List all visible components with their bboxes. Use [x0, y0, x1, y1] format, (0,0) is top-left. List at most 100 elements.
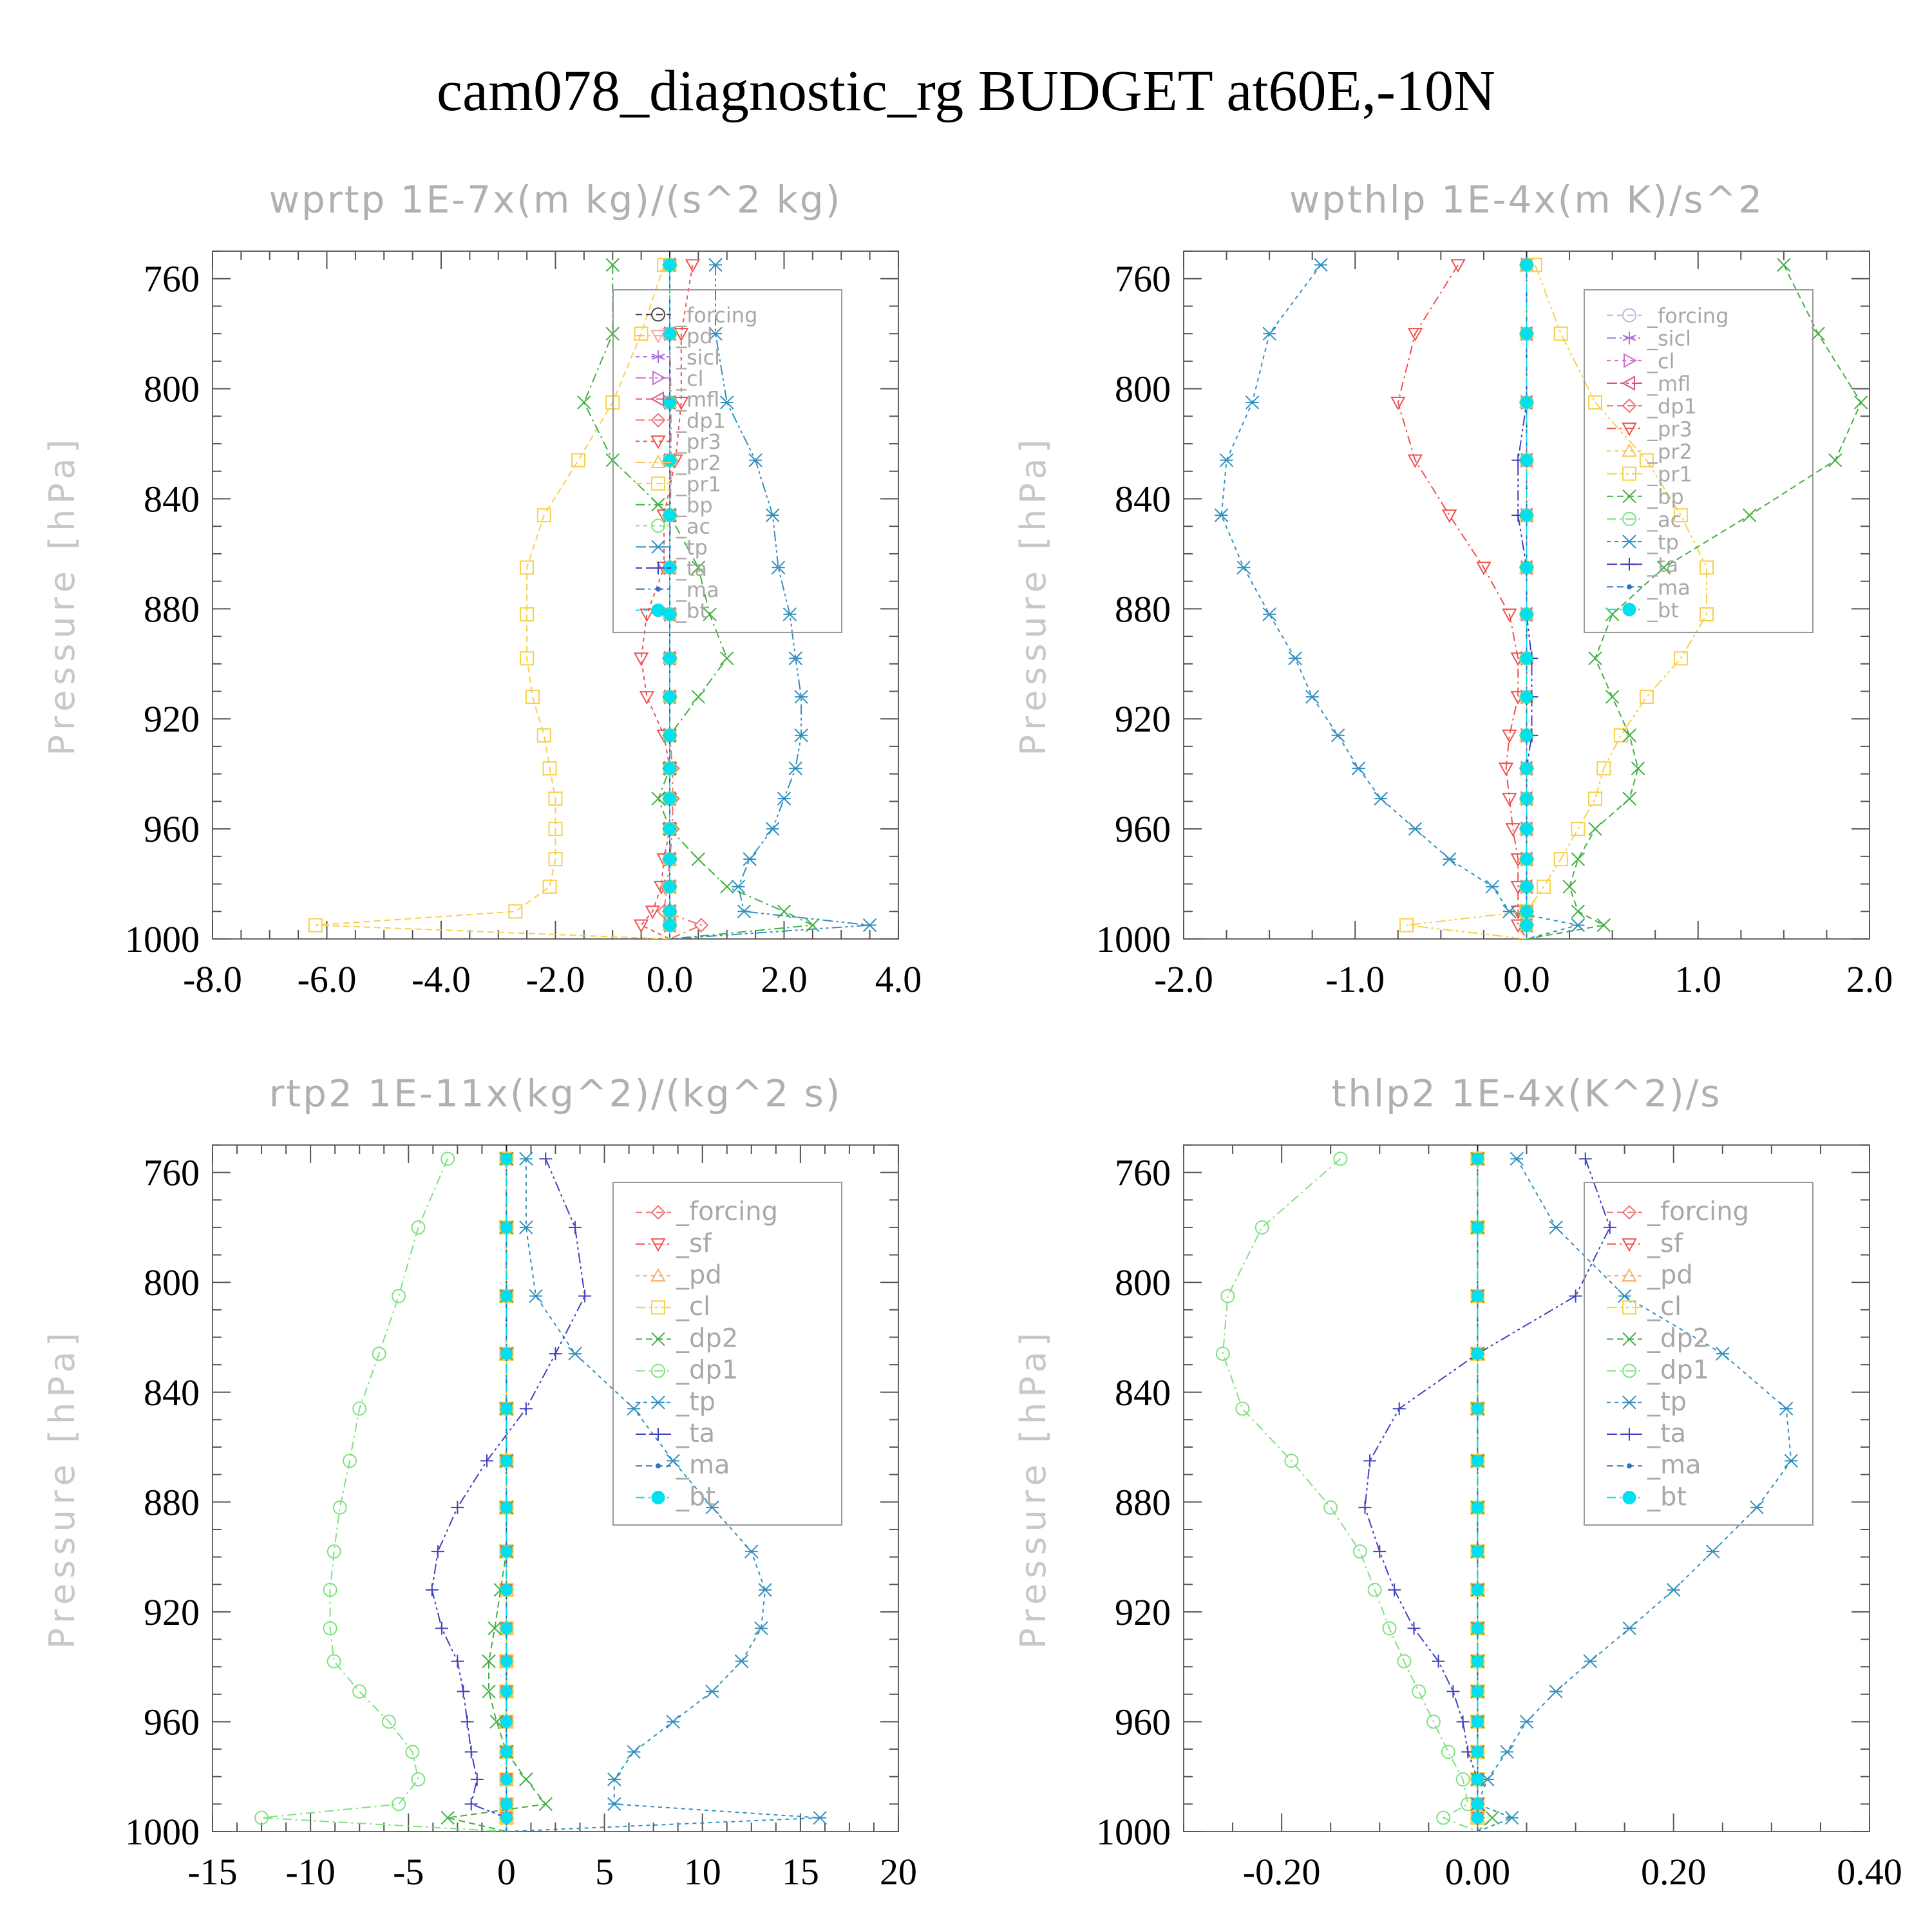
data-point-pr3 [1502, 729, 1517, 743]
legend-marker [650, 1205, 666, 1220]
data-point-bt [1520, 905, 1533, 918]
data-point-tp [666, 1454, 680, 1468]
plot-frame [1183, 1144, 1870, 1832]
data-point-bp [1622, 728, 1636, 743]
data-point-tp [744, 1544, 759, 1558]
data-point-bt [663, 652, 676, 665]
data-point-bp [1571, 852, 1586, 866]
panel-title: wpthlp 1E-4x(m K)/s^2 [1289, 178, 1764, 222]
legend-marker [1622, 308, 1636, 323]
data-point-dp1 [1215, 1347, 1230, 1361]
data-point-tp [813, 1810, 827, 1825]
data-point-bp [1605, 690, 1620, 704]
legend-entry: _ta [676, 1419, 715, 1448]
legend-entry: _ma [1647, 575, 1690, 600]
legend-marker [1622, 489, 1636, 504]
legend-entry: _bt [1647, 598, 1679, 622]
data-point-bt [663, 258, 676, 271]
data-point-bt [1520, 762, 1533, 775]
y-axis-label: Pressure [hPa] [42, 1327, 82, 1649]
data-point-bt [500, 1745, 513, 1758]
data-point-bp [1853, 395, 1868, 410]
y-tick-label: 920 [1115, 1591, 1171, 1633]
data-point-tp [1262, 607, 1276, 621]
data-point-pr1 [520, 651, 535, 666]
data-point-bt [500, 1715, 513, 1728]
data-point-tp [1485, 880, 1499, 894]
data-point-cl [499, 1454, 514, 1468]
data-point-tp [777, 791, 791, 806]
data-point-bt [663, 762, 676, 775]
data-point-ta [1358, 1501, 1372, 1514]
data-point-bt [1520, 608, 1533, 621]
data-point-tp [788, 651, 802, 665]
legend-marker [650, 435, 666, 450]
y-tick-label: 880 [144, 588, 200, 630]
data-point-dp1 [1235, 1401, 1250, 1416]
page-title: cam078_diagnostic_rg BUDGET at60E,-10N [437, 59, 1495, 123]
legend-marker [650, 391, 664, 407]
data-point-pr1 [536, 508, 551, 523]
data-point-tp [1519, 1714, 1534, 1729]
data-point-bp [577, 395, 591, 410]
y-tick-label: 960 [144, 808, 200, 850]
x-tick-label: -2.0 [1154, 958, 1213, 1000]
data-point-tp [666, 1714, 680, 1729]
data-point-tp [1667, 1583, 1681, 1597]
data-point-bt [1520, 822, 1533, 835]
x-tick-label: -6.0 [298, 958, 357, 1000]
data-point-bt [500, 1221, 513, 1234]
data-point-dp1 [327, 1654, 341, 1669]
data-point-bt [500, 1347, 513, 1360]
data-point-bp [703, 607, 717, 621]
series-tp [1214, 258, 1586, 939]
data-point-pr3 [1502, 793, 1517, 807]
data-point-bt [1520, 327, 1533, 340]
data-point-tp [1784, 1454, 1798, 1468]
legend-marker [1622, 535, 1636, 549]
data-point-pr1 [1674, 651, 1689, 666]
legend-entry: _forcing [1647, 304, 1728, 328]
legend-marker [651, 540, 665, 554]
data-point-ta [578, 1289, 592, 1303]
legend-entry: _sicl [676, 345, 720, 370]
data-point-tp [607, 1772, 621, 1786]
data-point-bt [1520, 561, 1533, 574]
data-point-bt [1520, 729, 1533, 742]
legend-marker [1622, 1396, 1636, 1410]
data-point-tp [1779, 1401, 1794, 1416]
legend: _forcing_sicl_cl_mfl_dp1_pr3_pr2_pr1_bp_… [1584, 289, 1814, 633]
x-tick-label: -2.0 [526, 958, 585, 1000]
legend-marker [650, 412, 666, 428]
legend-marker [1622, 511, 1636, 526]
data-point-bt [1520, 509, 1533, 522]
data-point-tp [1500, 1745, 1514, 1759]
data-point-ta [464, 1797, 478, 1811]
data-point-bt [1471, 1501, 1484, 1514]
data-point-pr1 [1399, 918, 1414, 933]
legend: _forcing_pd_sicl_cl_mfl_dp1_pr3_pr2_pr1_… [612, 289, 842, 633]
data-point-tp [568, 1347, 582, 1361]
data-point-tp [771, 560, 786, 574]
data-point-tp [794, 690, 808, 704]
legend-entry: _forcing [676, 1197, 778, 1227]
data-point-dp1 [352, 1401, 367, 1416]
y-tick-label: 1000 [1096, 1811, 1171, 1853]
data-point-bt [1471, 1773, 1484, 1786]
data-point-dp1 [411, 1772, 426, 1786]
data-point-tp [1314, 258, 1328, 272]
data-point-tp [862, 918, 877, 933]
data-point-tp [529, 1289, 543, 1303]
series-line-dp1 [261, 1158, 507, 1832]
x-tick-label: 2.0 [1846, 958, 1893, 1000]
legend-marker [652, 562, 665, 574]
legend-entry: _ac [676, 514, 710, 538]
legend-marker [1622, 1490, 1636, 1504]
data-point-pr3 [685, 259, 701, 273]
data-point-bt [663, 853, 676, 866]
legend-marker [1627, 1463, 1632, 1469]
data-point-bt [500, 1655, 513, 1668]
panel-wprtp: 760 800 840 880 920 960 1000-8.0 -6.0 -4.0 -2.0 0.… [42, 178, 922, 1000]
data-point-tp [705, 1684, 719, 1699]
legend-marker [651, 518, 665, 533]
